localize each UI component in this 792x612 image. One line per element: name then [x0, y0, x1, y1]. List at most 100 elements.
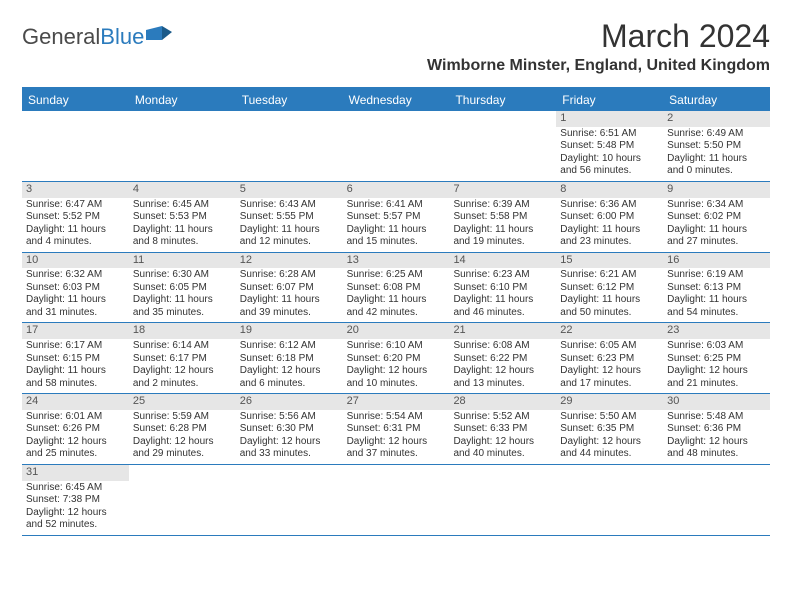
week-row: 24Sunrise: 6:01 AMSunset: 6:26 PMDayligh…	[22, 394, 770, 465]
sunrise-text: Sunrise: 6:10 AM	[347, 340, 446, 353]
day-cell: 3Sunrise: 6:47 AMSunset: 5:52 PMDaylight…	[22, 182, 129, 252]
day-body: Sunrise: 6:32 AMSunset: 6:03 PMDaylight:…	[22, 268, 129, 322]
daylight-text: Daylight: 11 hours and 19 minutes.	[453, 224, 552, 249]
sunrise-text: Sunrise: 6:34 AM	[667, 199, 766, 212]
week-row: 31Sunrise: 6:45 AMSunset: 7:38 PMDayligh…	[22, 465, 770, 536]
daylight-text: Daylight: 11 hours and 35 minutes.	[133, 294, 232, 319]
day-cell: 30Sunrise: 5:48 AMSunset: 6:36 PMDayligh…	[663, 394, 770, 464]
day-header-row: SundayMondayTuesdayWednesdayThursdayFrid…	[22, 89, 770, 111]
day-number: 15	[556, 253, 663, 269]
sunrise-text: Sunrise: 6:43 AM	[240, 199, 339, 212]
day-cell: 17Sunrise: 6:17 AMSunset: 6:15 PMDayligh…	[22, 323, 129, 393]
daylight-text: Daylight: 12 hours and 48 minutes.	[667, 436, 766, 461]
day-header-cell: Sunday	[22, 89, 129, 111]
sunset-text: Sunset: 5:53 PM	[133, 211, 232, 224]
sunrise-text: Sunrise: 6:41 AM	[347, 199, 446, 212]
day-number: 16	[663, 253, 770, 269]
day-body: Sunrise: 5:48 AMSunset: 6:36 PMDaylight:…	[663, 410, 770, 464]
day-cell: 20Sunrise: 6:10 AMSunset: 6:20 PMDayligh…	[343, 323, 450, 393]
logo: GeneralBlue	[22, 24, 172, 50]
daylight-text: Daylight: 12 hours and 17 minutes.	[560, 365, 659, 390]
sunrise-text: Sunrise: 6:05 AM	[560, 340, 659, 353]
sunrise-text: Sunrise: 6:45 AM	[26, 482, 125, 495]
empty-day-cell	[343, 465, 450, 535]
calendar: SundayMondayTuesdayWednesdayThursdayFrid…	[22, 87, 770, 536]
day-cell: 2Sunrise: 6:49 AMSunset: 5:50 PMDaylight…	[663, 111, 770, 181]
sunrise-text: Sunrise: 5:48 AM	[667, 411, 766, 424]
sunset-text: Sunset: 6:23 PM	[560, 353, 659, 366]
daylight-text: Daylight: 11 hours and 27 minutes.	[667, 224, 766, 249]
day-body: Sunrise: 6:25 AMSunset: 6:08 PMDaylight:…	[343, 268, 450, 322]
day-header-cell: Friday	[556, 89, 663, 111]
daylight-text: Daylight: 11 hours and 42 minutes.	[347, 294, 446, 319]
sunrise-text: Sunrise: 5:50 AM	[560, 411, 659, 424]
empty-day-cell	[449, 465, 556, 535]
daylight-text: Daylight: 12 hours and 25 minutes.	[26, 436, 125, 461]
day-body: Sunrise: 5:56 AMSunset: 6:30 PMDaylight:…	[236, 410, 343, 464]
day-number: 25	[129, 394, 236, 410]
sunset-text: Sunset: 6:00 PM	[560, 211, 659, 224]
sunrise-text: Sunrise: 6:25 AM	[347, 269, 446, 282]
day-body: Sunrise: 6:34 AMSunset: 6:02 PMDaylight:…	[663, 198, 770, 252]
sunset-text: Sunset: 6:26 PM	[26, 423, 125, 436]
daylight-text: Daylight: 12 hours and 21 minutes.	[667, 365, 766, 390]
sunset-text: Sunset: 6:31 PM	[347, 423, 446, 436]
daylight-text: Daylight: 11 hours and 12 minutes.	[240, 224, 339, 249]
day-body: Sunrise: 6:08 AMSunset: 6:22 PMDaylight:…	[449, 339, 556, 393]
day-body: Sunrise: 5:54 AMSunset: 6:31 PMDaylight:…	[343, 410, 450, 464]
week-row: 17Sunrise: 6:17 AMSunset: 6:15 PM Dayligh…	[22, 323, 770, 394]
day-cell: 7Sunrise: 6:39 AMSunset: 5:58 PMDaylight…	[449, 182, 556, 252]
daylight-text: Daylight: 12 hours and 44 minutes.	[560, 436, 659, 461]
day-number: 8	[556, 182, 663, 198]
sunrise-text: Sunrise: 6:17 AM	[26, 340, 125, 353]
sunrise-text: Sunrise: 6:28 AM	[240, 269, 339, 282]
day-number: 24	[22, 394, 129, 410]
day-cell: 24Sunrise: 6:01 AMSunset: 6:26 PMDayligh…	[22, 394, 129, 464]
day-body: Sunrise: 6:39 AMSunset: 5:58 PMDaylight:…	[449, 198, 556, 252]
day-cell: 26Sunrise: 5:56 AMSunset: 6:30 PMDayligh…	[236, 394, 343, 464]
day-cell: 23Sunrise: 6:03 AMSunset: 6:25 PMDayligh…	[663, 323, 770, 393]
day-number: 11	[129, 253, 236, 269]
sunset-text: Sunset: 6:25 PM	[667, 353, 766, 366]
daylight-text: Daylight: 12 hours and 2 minutes.	[133, 365, 232, 390]
daylight-text: Daylight: 11 hours and 31 minutes.	[26, 294, 125, 319]
sunset-text: Sunset: 6:33 PM	[453, 423, 552, 436]
day-body: Sunrise: 6:30 AMSunset: 6:05 PMDaylight:…	[129, 268, 236, 322]
day-number: 31	[22, 465, 129, 481]
sunset-text: Sunset: 6:17 PM	[133, 353, 232, 366]
sunset-text: Sunset: 6:20 PM	[347, 353, 446, 366]
sunrise-text: Sunrise: 6:39 AM	[453, 199, 552, 212]
day-number: 7	[449, 182, 556, 198]
sunset-text: Sunset: 5:55 PM	[240, 211, 339, 224]
day-body: Sunrise: 5:59 AMSunset: 6:28 PMDaylight:…	[129, 410, 236, 464]
sunset-text: Sunset: 6:15 PM	[26, 353, 125, 366]
sunset-text: Sunset: 6:30 PM	[240, 423, 339, 436]
daylight-text: Daylight: 11 hours and 4 minutes.	[26, 224, 125, 249]
day-number: 18	[129, 323, 236, 339]
sunrise-text: Sunrise: 6:47 AM	[26, 199, 125, 212]
day-cell: 22Sunrise: 6:05 AMSunset: 6:23 PMDayligh…	[556, 323, 663, 393]
empty-day-cell	[129, 465, 236, 535]
day-cell: 25Sunrise: 5:59 AMSunset: 6:28 PMDayligh…	[129, 394, 236, 464]
daylight-text: Daylight: 12 hours and 40 minutes.	[453, 436, 552, 461]
day-number: 17	[22, 323, 129, 339]
day-number: 4	[129, 182, 236, 198]
day-header-cell: Wednesday	[343, 89, 450, 111]
sunrise-text: Sunrise: 6:01 AM	[26, 411, 125, 424]
sunrise-text: Sunrise: 6:03 AM	[667, 340, 766, 353]
sunset-text: Sunset: 7:38 PM	[26, 494, 125, 507]
sunrise-text: Sunrise: 5:59 AM	[133, 411, 232, 424]
empty-day-cell	[663, 465, 770, 535]
day-cell: 12Sunrise: 6:28 AMSunset: 6:07 PMDayligh…	[236, 253, 343, 323]
sunset-text: Sunset: 6:18 PM	[240, 353, 339, 366]
sunrise-text: Sunrise: 6:23 AM	[453, 269, 552, 282]
day-number: 23	[663, 323, 770, 339]
sunrise-text: Sunrise: 6:12 AM	[240, 340, 339, 353]
day-cell: 10Sunrise: 6:32 AMSunset: 6:03 PMDayligh…	[22, 253, 129, 323]
day-body: Sunrise: 6:47 AMSunset: 5:52 PMDaylight:…	[22, 198, 129, 252]
daylight-text: Daylight: 11 hours and 39 minutes.	[240, 294, 339, 319]
day-number: 6	[343, 182, 450, 198]
daylight-text: Daylight: 12 hours and 13 minutes.	[453, 365, 552, 390]
day-body: Sunrise: 6:14 AMSunset: 6:17 PMDaylight:…	[129, 339, 236, 393]
sunrise-text: Sunrise: 6:19 AM	[667, 269, 766, 282]
